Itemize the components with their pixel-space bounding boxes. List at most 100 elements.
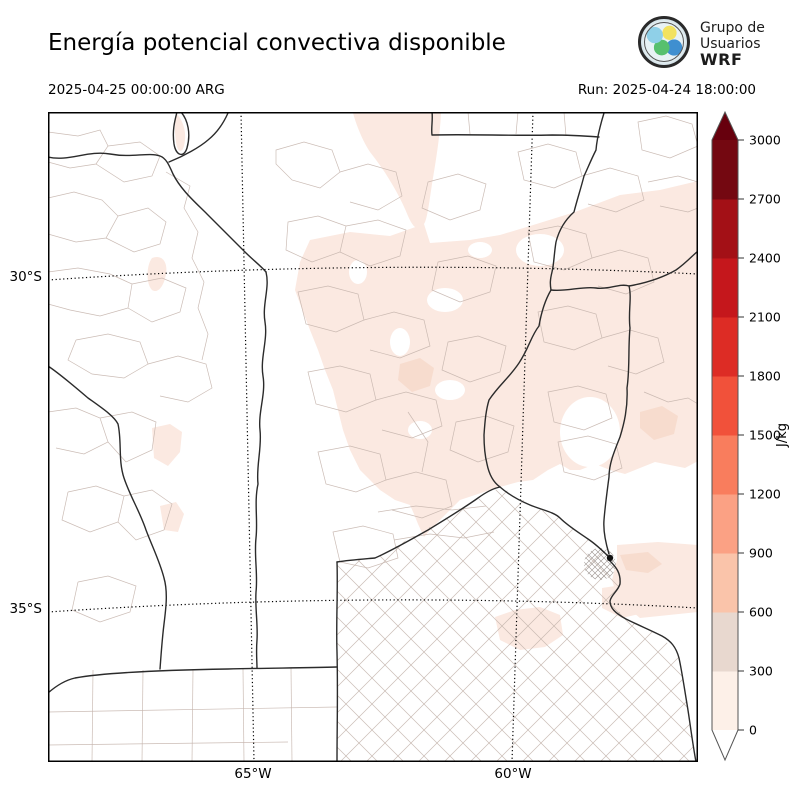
colorbar-segment (712, 317, 738, 377)
graticule-gridline (48, 266, 698, 281)
partido-lattice-line (337, 487, 481, 762)
cape-clear-hole (427, 288, 463, 312)
model-run-label: Run: 2025-04-24 18:00:00 (577, 82, 756, 98)
partido-lattice-line (337, 487, 533, 762)
colorbar-tick-label: 1500 (749, 428, 781, 443)
department-boundary-line (105, 207, 167, 253)
department-boundary-line (467, 112, 471, 135)
department-boundary-line (339, 163, 403, 211)
department-boundary-line (67, 333, 149, 379)
metro-parcel-line (584, 548, 603, 580)
partido-lattice-line (549, 487, 696, 762)
province-boundary-line (483, 289, 611, 559)
partido-lattice-line (337, 487, 429, 762)
cape-clear-hole (516, 234, 564, 266)
metro-parcel-line (584, 548, 597, 580)
department-boundary-line (591, 249, 655, 295)
department-boundary-line (601, 329, 665, 375)
department-boundary-line (290, 667, 293, 762)
map-frame (48, 112, 698, 762)
metro-parcel-line (584, 548, 609, 580)
partido-lattice-line (523, 487, 696, 762)
partido-lattice-line (337, 487, 696, 762)
logo-line-3: WRF (700, 50, 743, 69)
partido-lattice-line (341, 487, 696, 762)
partido-lattice-line (575, 487, 696, 762)
partido-lattice-line (337, 487, 377, 762)
partido-lattice-line (337, 487, 351, 762)
metro-parcel-line (605, 548, 616, 580)
cape-shaded-region-deep (640, 406, 678, 440)
department-boundary-line (48, 407, 109, 455)
department-boundary-line (127, 277, 187, 323)
cape-shaded-region (174, 114, 186, 151)
department-boundary-line (48, 267, 133, 317)
province-boundary-line (628, 250, 698, 287)
partido-lattice (48, 362, 696, 762)
colorbar-tick-label: 2700 (749, 192, 781, 207)
colorbar-segment (712, 258, 738, 318)
department-boundary-line (141, 669, 144, 762)
colorbar: 0 300 600 900 1200 1500 1800 2100 2400 2700 3000 J/… (711, 110, 790, 762)
colorbar-over-arrow (712, 112, 738, 140)
department-boundary-line (99, 411, 157, 463)
partido-lattice-line (337, 487, 351, 762)
cape-shaded-region-deep (398, 358, 434, 392)
department-boundary-line (441, 335, 507, 383)
department-boundary-line (48, 129, 109, 169)
cape-shaded-region (353, 113, 441, 229)
cape-shaded-region (495, 607, 563, 650)
cape-shaded-region (152, 424, 182, 466)
province-boundary-line (254, 271, 268, 669)
department-boundary-line (581, 167, 645, 213)
department-boundary-line (48, 191, 119, 243)
cape-clear-hole (349, 260, 367, 284)
cape-clear-hole (468, 242, 492, 258)
graticule-gridline (240, 112, 255, 762)
city-marker (606, 554, 614, 562)
department-boundary-line (557, 435, 623, 481)
department-boundary-line (71, 575, 137, 623)
wrf-users-group-logo: Grupo de Usuarios WRF (638, 14, 798, 76)
globe-emblem-icon (638, 16, 690, 68)
partido-lattice-line (48, 362, 324, 762)
department-boundary-line (377, 505, 487, 513)
colorbar-tick-label: 300 (749, 664, 773, 679)
province-boundary-line (48, 666, 338, 694)
y-axis-tick-label: 35°S (9, 601, 43, 617)
department-boundary-line (393, 531, 495, 541)
cape-clear-hole (560, 397, 620, 467)
cape-shaded-region (160, 502, 184, 532)
department-boundary-line (643, 391, 698, 405)
x-axis-tick-label: 60°W (494, 766, 532, 782)
partido-lattice-line (337, 487, 663, 762)
department-boundary-line (637, 115, 698, 159)
colorbar-segment (712, 494, 738, 554)
colorbar-segment (712, 376, 738, 436)
partido-lattice-line (337, 487, 559, 762)
department-boundary-line (517, 143, 583, 189)
partido-lattice-line (337, 487, 455, 762)
department-boundary-line (563, 112, 567, 137)
cape-shaded-region (147, 256, 167, 292)
department-boundary-line (191, 668, 194, 762)
cape-shaded-region-deep (620, 552, 662, 573)
department-boundary-line (431, 255, 497, 303)
colorbar-tick-label: 900 (749, 546, 773, 561)
partido-lattice-line (337, 487, 689, 762)
department-boundary-line (242, 668, 245, 762)
colorbar-unit-label: J/kg (775, 423, 790, 448)
department-boundary-line (515, 112, 519, 135)
partido-lattice-line (337, 487, 696, 762)
logo-text: Grupo de Usuarios WRF (700, 20, 765, 68)
cape-clear-hole (435, 380, 465, 400)
department-boundary-line (385, 471, 453, 519)
department-boundary-line (61, 485, 125, 533)
graticule-gridline (48, 599, 698, 613)
province-boundary-line (172, 112, 190, 155)
province-boundary-line (168, 112, 229, 163)
colorbar-segment (712, 435, 738, 495)
valid-time-label: 2025-04-25 00:00:00 ARG (48, 82, 225, 98)
partido-lattice-line (337, 487, 637, 762)
colorbar-tick-label: 3000 (749, 133, 781, 148)
